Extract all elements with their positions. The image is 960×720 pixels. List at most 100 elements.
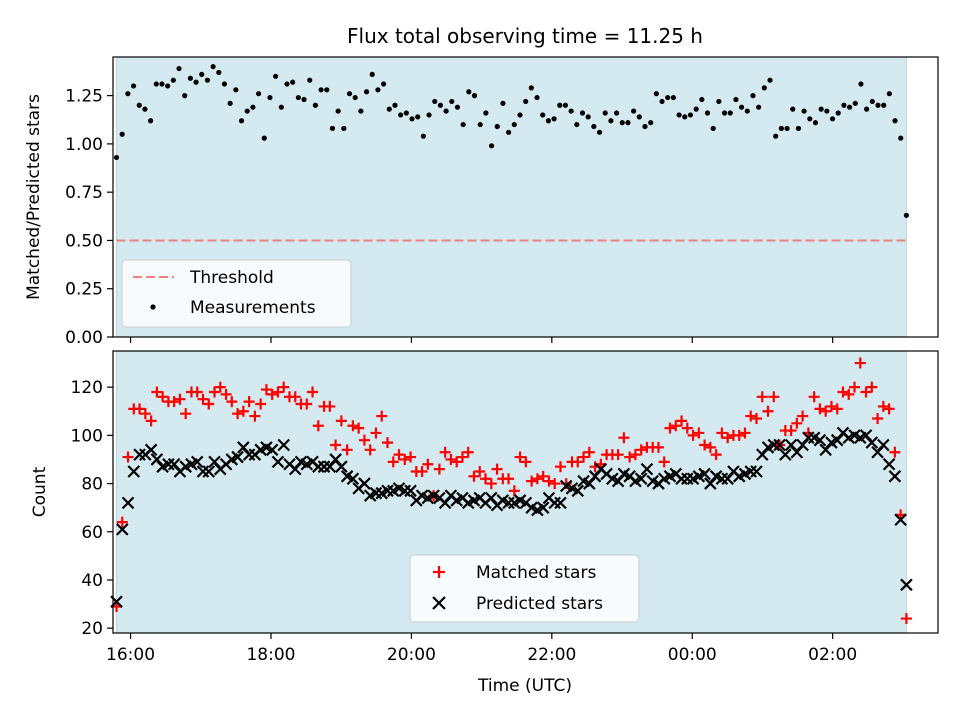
measurement-point [403, 110, 409, 116]
measurement-point [261, 135, 267, 141]
matched-star-point [866, 381, 878, 393]
measurement-point [500, 100, 506, 106]
matched-star-point [889, 446, 901, 458]
measurement-point [540, 112, 546, 118]
measurement-point [704, 110, 711, 116]
predicted-star-point [698, 467, 711, 481]
predicted-star-point [133, 448, 146, 461]
predicted-star-point [202, 465, 216, 478]
measurement-point [687, 112, 694, 118]
top-legend-box [121, 259, 352, 328]
matched-star-point [716, 427, 728, 439]
matched-star-point [312, 420, 324, 432]
measurement-point [312, 102, 319, 108]
matched-star-point [456, 451, 468, 463]
matched-star-point [900, 613, 912, 625]
bottom-legend: Matched stars Predicted stars [409, 554, 640, 623]
matched-star-point [820, 405, 832, 417]
predicted-star-point [882, 458, 896, 471]
measurement-point [409, 116, 415, 122]
measurement-point [511, 121, 517, 128]
predicted-star-point [779, 448, 792, 461]
predicted-star-point [127, 465, 141, 478]
matched-star-point [837, 386, 849, 398]
measurement-point [875, 102, 881, 108]
measurement-point [363, 89, 370, 95]
measurement-point [454, 104, 461, 110]
measurement-point [386, 106, 392, 112]
measurement-point [193, 79, 199, 85]
measurement-point [596, 129, 603, 135]
predicted-star-point [271, 455, 285, 469]
predicted-star-point [317, 460, 331, 473]
measurement-point [756, 104, 762, 110]
measurement-point [835, 110, 841, 116]
top-y-axis: 0.00 0.25 0.50 0.75 1.00 1.25 [65, 87, 113, 348]
matched-star-point [526, 475, 538, 487]
predicted-star-point [196, 465, 210, 478]
matched-star-point [353, 422, 365, 434]
matched-star-point [249, 410, 261, 422]
bottom-x-axis: 16:00 18:00 20:00 22:00 00:00 02:00 [106, 633, 857, 665]
measurement-point [619, 120, 625, 126]
matched-star-point [272, 386, 284, 398]
matched-star-point [704, 441, 716, 453]
x-tick-label: 18:00 [246, 645, 295, 665]
measurement-point [420, 133, 426, 139]
measurement-point [631, 108, 637, 114]
matched-star-point [670, 420, 682, 432]
measurement-point [727, 110, 733, 116]
legend-measurements-label: Measurements [190, 298, 316, 318]
predicted-star-point [894, 513, 907, 526]
predicted-star-point [536, 501, 550, 514]
matched-star-point [676, 415, 688, 427]
top-legend: Threshold Measurements [121, 259, 352, 328]
measurement-point [352, 94, 358, 101]
measurement-point [477, 121, 483, 128]
y-tick-label: 0.50 [65, 231, 103, 251]
measurement-point [733, 96, 739, 103]
matched-star-point [733, 429, 745, 441]
matched-star-point [462, 446, 474, 458]
measurement-point [790, 106, 796, 112]
predicted-star-point [900, 578, 913, 592]
matched-star-point [578, 451, 590, 463]
predicted-star-point [242, 448, 256, 461]
matched-star-point [324, 400, 336, 412]
matched-star-point [687, 429, 699, 441]
matched-stars-series [111, 357, 912, 625]
measurement-point [750, 93, 756, 99]
matched-star-point [791, 417, 803, 429]
matched-star-point [664, 422, 676, 434]
matched-star-point [474, 466, 486, 478]
measurement-point [432, 98, 438, 105]
measurement-point [227, 100, 233, 106]
measurement-point [767, 77, 773, 83]
measurement-point [869, 98, 875, 105]
measurement-point [148, 118, 154, 124]
matched-star-point [168, 396, 180, 408]
predicted-star-point [888, 470, 902, 483]
measurement-point [812, 120, 819, 126]
matched-star-point [203, 398, 215, 410]
predicted-star-point [634, 472, 648, 486]
matched-star-point [358, 434, 370, 446]
matched-star-point [652, 441, 664, 453]
measurement-point [841, 102, 847, 108]
measurement-point [608, 118, 614, 124]
measurement-point [341, 125, 347, 132]
measurement-point [818, 106, 824, 112]
predicted-star-point [715, 472, 729, 486]
measurement-point [710, 125, 716, 132]
matched-star-point [572, 456, 584, 468]
y-tick-label: 40 [81, 571, 103, 591]
matched-star-point [808, 391, 820, 403]
matched-star-point [491, 463, 503, 475]
matched-star-point [710, 449, 722, 461]
measurement-point [380, 81, 387, 87]
predicted-star-point [744, 465, 758, 478]
top-y-axis-label: Matched/Predicted stars [24, 94, 44, 300]
measurement-point [716, 98, 722, 105]
matched-star-point [468, 470, 480, 482]
predicted-star-point [115, 523, 129, 536]
